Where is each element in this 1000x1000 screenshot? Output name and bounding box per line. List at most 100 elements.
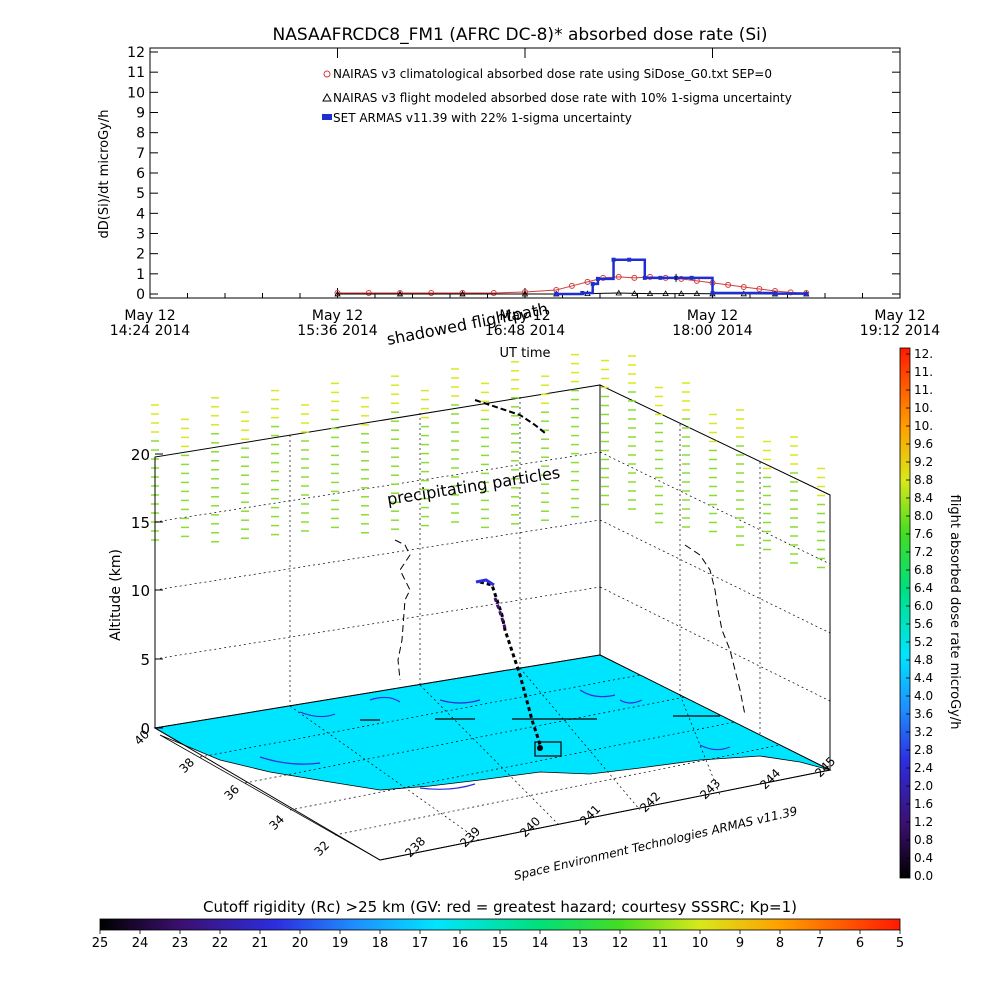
colorbar-tick-label: 14 (532, 936, 549, 951)
data-point (804, 292, 809, 296)
data-point (631, 274, 638, 281)
data-point (658, 275, 663, 280)
series-line (337, 276, 807, 294)
ground-contours (259, 689, 731, 790)
y-tick-label: 9 (136, 106, 145, 122)
dose-rate-colorbar-label: flight absorbed dose rate microGy/h (947, 495, 962, 730)
flight-track-3d-high (475, 578, 495, 587)
annotation-precipitating-particles: precipitating particles (386, 463, 562, 509)
colorbar-tick-label: 11 (652, 936, 669, 951)
data-point (396, 290, 404, 297)
y-tick-label: 2 (136, 247, 145, 263)
x-tick-label-time: 15:36 2014 (297, 323, 378, 339)
shadow-track-ground (360, 715, 720, 757)
colorbar-tick-label: 6.4 (914, 581, 933, 595)
y-tick-label: 4 (136, 206, 145, 222)
colorbar-tick-label: 9.2 (914, 455, 933, 469)
cutoff-rigidity-colorbar-label: Cutoff rigidity (Rc) >25 km (GV: red = g… (203, 898, 797, 916)
y-tick-label: 7 (136, 146, 145, 162)
y-tick-label: 1 (136, 267, 145, 283)
ground-bottom-edge (154, 727, 831, 861)
colorbar-tick-label: 1.2 (914, 815, 933, 829)
colorbar-tick-label: 8.4 (914, 491, 933, 505)
legend-label: NAIRAS v3 climatological absorbed dose r… (333, 67, 772, 81)
dose-rate-colorbar-ticks: 0.0 0.4 0.8 1.2 1.6 2.0 2.4 2.8 3.2 3.6 4.0 4.4 4.8 5… (906, 347, 933, 883)
shadow-path-top (474, 399, 546, 434)
z-tick-label: 15 (131, 514, 150, 532)
legend-label: NAIRAS v3 flight modeled absorbed dose r… (333, 91, 792, 105)
y-tick-label: 5 (136, 186, 145, 202)
colorbar-tick-label: 12. (914, 347, 933, 361)
cutoff-rigidity-colorbar-ticks: 25 24 23 22 21 20 19 18 17 16 15 14 13 12 11 10 9 8 7 6 5 (92, 930, 904, 951)
data-point (710, 290, 715, 295)
colorbar-tick-label: 24 (132, 936, 149, 951)
x-tick-label-date: May 12 (124, 308, 175, 324)
data-point (646, 290, 654, 296)
colorbar-tick-label: 4.4 (914, 671, 933, 685)
legend-marker (322, 92, 332, 102)
colorbar-tick-label: 9.6 (914, 437, 933, 451)
data-point (642, 275, 647, 280)
z-tick-label: 5 (140, 651, 150, 669)
data-point (615, 273, 622, 280)
colorbar-tick-label: 17 (412, 936, 429, 951)
lat-tick-label: 32 (311, 838, 332, 859)
flight-track-3d-mid (493, 597, 507, 629)
z-tick-label: 10 (131, 582, 150, 600)
y-tick-label: 10 (127, 85, 145, 101)
data-point (397, 289, 403, 296)
colorbar-tick-label: 7.6 (914, 527, 933, 541)
data-point (756, 285, 763, 292)
data-point (693, 290, 701, 296)
data-point (459, 289, 466, 296)
y-tick-label: 6 (136, 166, 145, 182)
lat-tick-label: 34 (266, 812, 287, 833)
y-tick-label: 12 (127, 45, 145, 61)
data-point (689, 275, 694, 280)
legend-label: SET ARMAS v11.39 with 22% 1-sigma uncert… (333, 111, 632, 125)
data-point (740, 283, 747, 290)
data-point (725, 281, 732, 288)
left-wall-grid (154, 397, 601, 706)
y-tick-label: 11 (127, 65, 145, 81)
lat-tick-label: 38 (176, 755, 197, 776)
y-tick-label: 3 (136, 227, 145, 243)
colorbar-tick-label: 1.6 (914, 797, 933, 811)
colorbar-tick-label: 5.6 (914, 617, 933, 631)
data-point (584, 278, 591, 285)
colorbar-tick-label: 6 (856, 936, 864, 951)
data-point (590, 281, 595, 286)
z-tick-label: 20 (131, 446, 150, 464)
colorbar-tick-label: 6.0 (914, 599, 933, 613)
top-y-axis-label: dD(Si)/dt microGy/h (97, 110, 112, 239)
data-point (580, 290, 585, 295)
colorbar-tick-label: 0.4 (914, 851, 933, 865)
dose-rate-colorbar: 0.0 0.4 0.8 1.2 1.6 2.0 2.4 2.8 3.2 3.6 4.0 4.4 4.8 5… (899, 347, 962, 883)
y-tick-label: 8 (136, 126, 145, 142)
dose-rate-colorbar-gradient (899, 347, 911, 879)
x-tick-label-time: 16:48 2014 (485, 323, 566, 339)
colorbar-tick-label: 13 (572, 936, 589, 951)
x-tick-label-time: 14:24 2014 (110, 323, 191, 339)
data-point (490, 289, 497, 296)
data-point (428, 289, 435, 296)
colorbar-tick-label: 7.2 (914, 545, 933, 559)
legend-marker (322, 114, 332, 120)
data-point (615, 289, 622, 296)
series-line (556, 258, 808, 296)
colorbar-tick-label: 12 (612, 936, 629, 951)
data-point (365, 289, 372, 296)
colorbar-tick-label: 2.0 (914, 779, 933, 793)
colorbar-tick-label: 6.8 (914, 563, 933, 577)
shadow-path-left-wall (394, 539, 411, 681)
colorbar-tick-label: 0.8 (914, 833, 933, 847)
data-point (662, 290, 669, 296)
top-chart-title: NASAAFRCDC8_FM1 (AFRC DC-8)* absorbed do… (273, 25, 768, 45)
data-point (631, 290, 638, 296)
data-point (554, 292, 559, 296)
